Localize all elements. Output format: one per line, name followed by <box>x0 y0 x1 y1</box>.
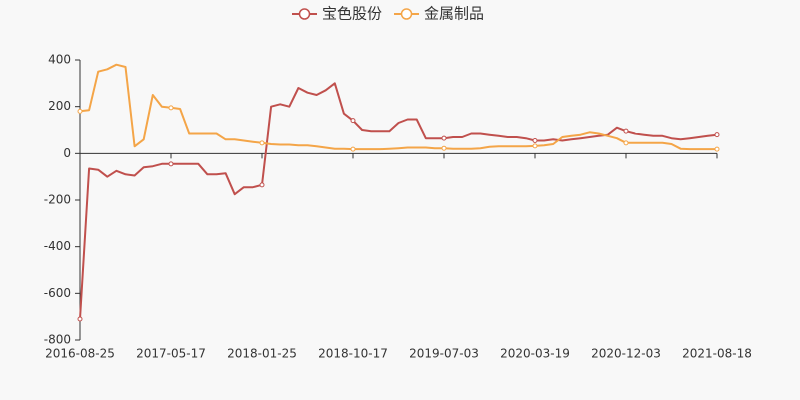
line-series <box>79 63 717 151</box>
x-tick-label: 2017-05-17 <box>136 347 206 361</box>
y-tick-label: -200 <box>44 193 71 207</box>
y-tick-label: 400 <box>48 53 71 67</box>
point <box>77 108 83 114</box>
legend-marker <box>298 8 311 20</box>
point <box>77 316 83 322</box>
point <box>532 143 538 149</box>
point <box>532 138 538 143</box>
point <box>168 161 174 167</box>
x-tick-label: 2016-08-25 <box>45 347 115 361</box>
point <box>350 146 356 152</box>
point <box>714 146 720 152</box>
x-tick-label: 2018-01-25 <box>227 347 297 361</box>
point <box>259 140 265 146</box>
x-tick-label: 2019-07-03 <box>409 347 479 361</box>
legend-marker <box>400 8 413 20</box>
point <box>714 132 720 138</box>
point <box>441 145 447 151</box>
x-tick-label: 2020-12-03 <box>591 347 661 361</box>
legend-text: 金属制品 <box>424 5 484 23</box>
point <box>623 128 629 134</box>
y-tick-label: 200 <box>48 99 71 113</box>
x-tick-label: 2018-10-17 <box>318 347 388 361</box>
y-tick-label: 0 <box>63 146 71 160</box>
y-tick-label: -800 <box>44 333 71 347</box>
point <box>623 140 629 146</box>
point <box>441 135 447 141</box>
y-tick-label: -400 <box>44 239 71 253</box>
x-tick-label: 2020-03-19 <box>500 347 570 361</box>
y-tick-label: -600 <box>44 286 71 300</box>
line-series <box>79 82 718 320</box>
point <box>168 105 174 111</box>
x-tick-label: 2021-08-18 <box>682 347 752 361</box>
point <box>259 182 265 188</box>
point <box>350 118 356 124</box>
legend-text: 宝色股份 <box>322 5 382 23</box>
